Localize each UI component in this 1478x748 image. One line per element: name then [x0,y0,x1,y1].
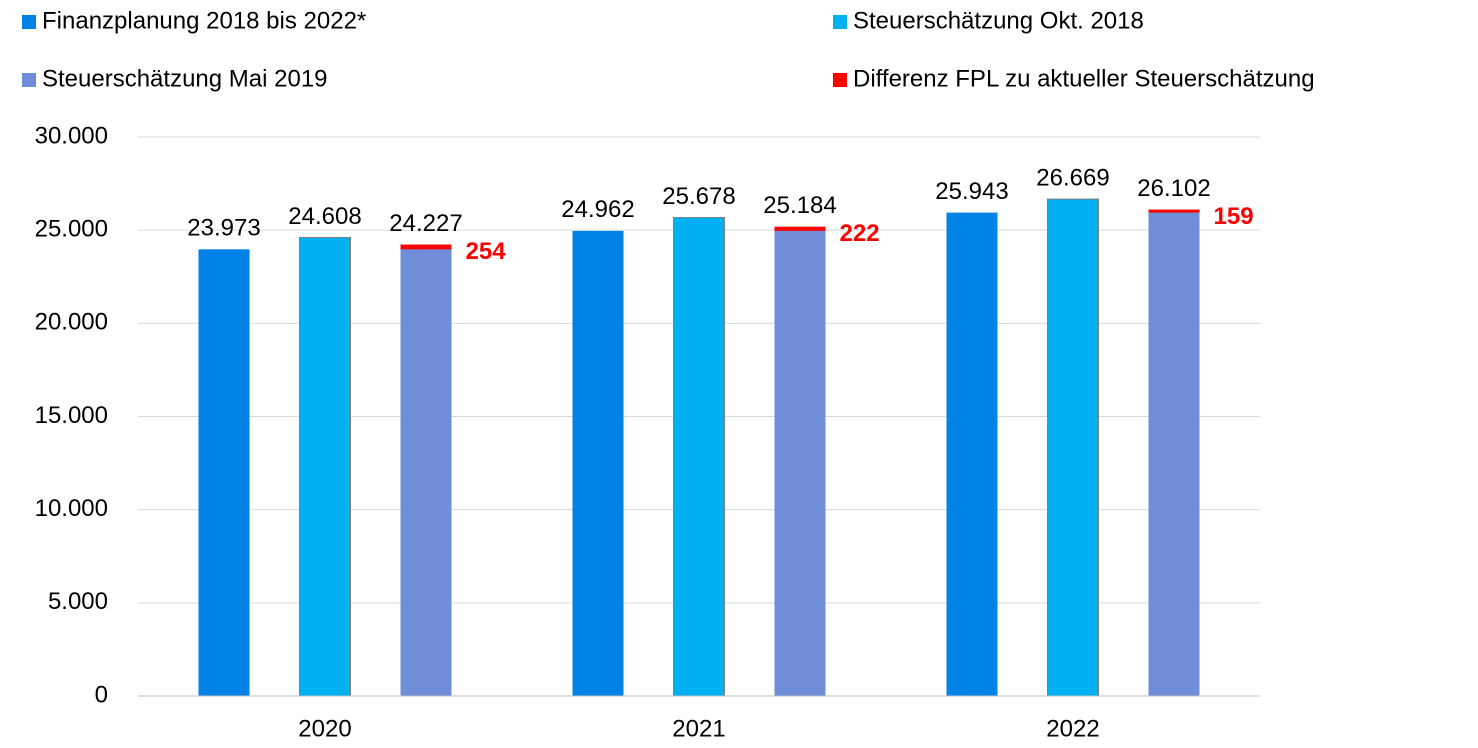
difference-label: 254 [466,238,507,265]
bar [299,236,351,697]
bar [1148,209,1200,696]
value-label: 25.678 [662,183,735,210]
bar [673,217,725,697]
x-tick-label: 2022 [1046,715,1099,742]
value-label: 25.943 [935,178,1008,205]
value-label: 26.102 [1137,175,1210,202]
y-tick-label: 30.000 [35,122,108,149]
legend-swatch [833,15,847,29]
legend-swatch [22,15,36,29]
legend-label: Steuerschätzung Mai 2019 [42,65,328,92]
bar [198,249,250,696]
difference-segment [1148,209,1200,213]
value-label: 24.962 [561,196,634,223]
legend-label: Steuerschätzung Okt. 2018 [853,7,1144,34]
value-label: 25.184 [763,192,836,219]
value-label: 24.227 [389,210,462,237]
difference-label: 222 [840,220,880,247]
y-tick-label: 5.000 [48,588,108,615]
y-tick-label: 10.000 [35,495,108,522]
difference-segment [400,244,452,250]
value-label: 23.973 [187,215,260,242]
y-tick-label: 20.000 [35,309,108,336]
x-tick-label: 2020 [298,715,351,742]
x-tick-label: 2021 [672,715,725,742]
bar [572,230,624,696]
bar [774,226,826,696]
value-label: 26.669 [1036,164,1109,191]
bar [400,244,452,696]
y-tick-label: 25.000 [35,216,108,243]
legend-label: Finanzplanung 2018 bis 2022* [42,7,366,34]
legend-swatch [22,73,36,87]
bar [1047,198,1099,697]
legend-swatch [833,73,847,87]
legend-label: Differenz FPL zu aktueller Steuerschätzu… [853,65,1315,92]
difference-label: 159 [1214,203,1254,230]
y-tick-label: 0 [95,681,108,708]
value-label: 24.608 [288,203,361,230]
difference-segment [774,226,826,231]
bar [946,212,998,696]
y-tick-label: 15.000 [35,402,108,429]
